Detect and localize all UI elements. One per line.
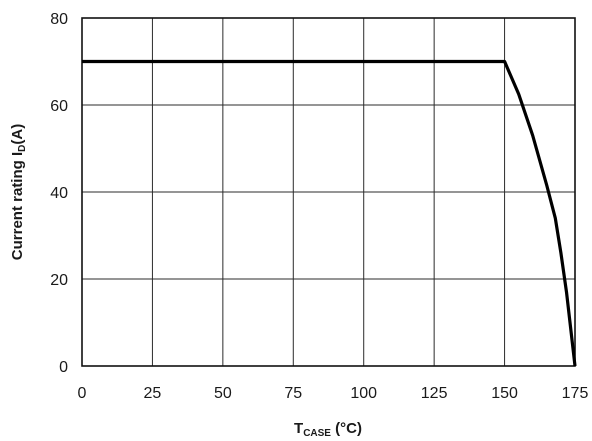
y-axis-label-unit: (A) xyxy=(9,124,26,145)
x-tick-label: 100 xyxy=(350,385,377,402)
series-layer xyxy=(82,59,577,367)
x-axis-label-main: T xyxy=(294,420,303,437)
grid xyxy=(81,17,576,367)
x-axis-label-unit: (°C) xyxy=(331,420,362,437)
plot-area xyxy=(81,17,576,367)
x-axis-ticks: 0 25 50 75 100 125 150 175 xyxy=(78,385,589,402)
x-tick-label: 150 xyxy=(491,385,518,402)
series-line-derating-curve xyxy=(82,59,577,367)
x-tick-label: 175 xyxy=(562,385,589,402)
x-axis-label-subscript: CASE xyxy=(303,428,331,439)
x-tick-label: 75 xyxy=(284,385,302,402)
y-axis-ticks: 0 20 40 60 80 xyxy=(50,11,68,376)
x-tick-label: 0 xyxy=(78,385,87,402)
y-tick-label: 40 xyxy=(50,185,68,202)
x-axis-label: TCASE (°C) xyxy=(294,420,362,439)
y-tick-label: 80 xyxy=(50,11,68,28)
x-tick-label: 25 xyxy=(144,385,162,402)
y-axis-label-main: Current rating I xyxy=(9,152,26,260)
x-tick-label: 50 xyxy=(214,385,232,402)
y-tick-label: 20 xyxy=(50,272,68,289)
y-tick-label: 60 xyxy=(50,98,68,115)
y-tick-label: 0 xyxy=(59,359,68,376)
x-tick-label: 125 xyxy=(421,385,448,402)
y-axis-label: Current rating ID(A) xyxy=(9,124,28,260)
y-axis-label-subscript: D xyxy=(17,145,28,152)
